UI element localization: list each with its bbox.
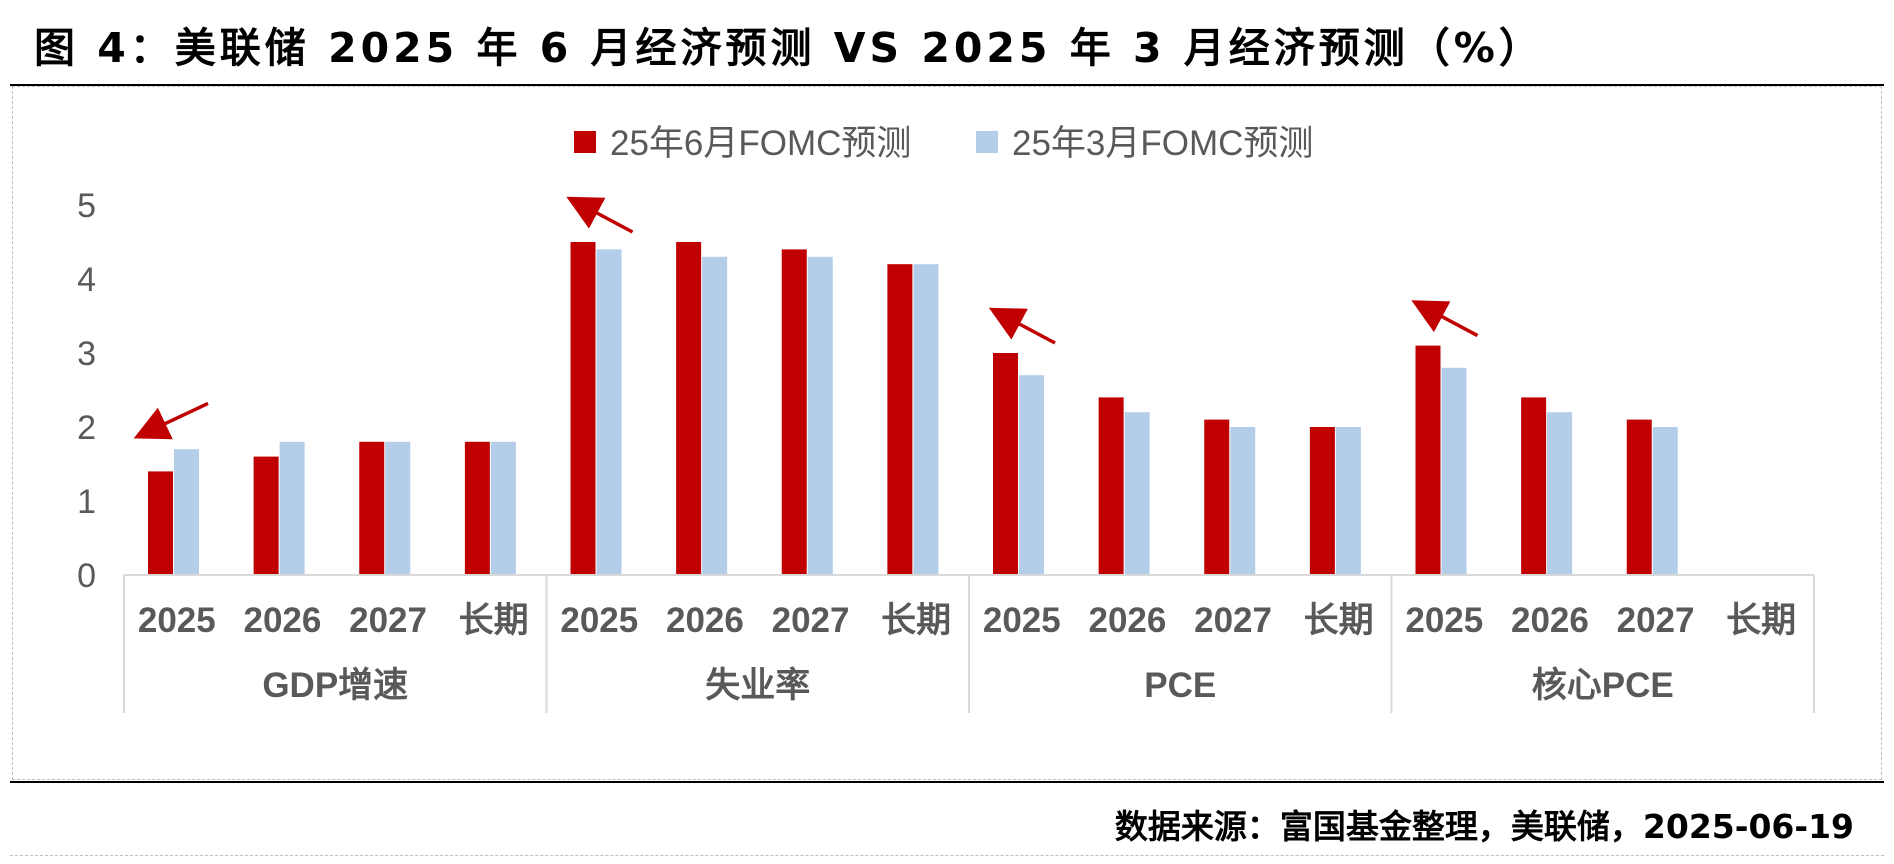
y-tick-label: 4: [77, 261, 96, 299]
bar-series1-6: [781, 249, 807, 575]
bar-series2-1: [279, 441, 305, 575]
x-tick-label: 2025: [560, 601, 638, 640]
bar-series2-6: [807, 256, 833, 575]
footer-rule: [10, 781, 1884, 783]
group-label: 核心PCE: [1532, 666, 1674, 705]
y-tick-label: 5: [77, 187, 96, 225]
bottom-border: [10, 855, 1884, 856]
bar-series1-8: [993, 353, 1018, 575]
legend-swatch-1: [574, 131, 596, 153]
bar-series2-3: [490, 441, 516, 575]
x-tick-label: 2027: [349, 601, 427, 640]
x-tick-label: 长期: [1304, 601, 1374, 640]
bar-series1-14: [1626, 419, 1652, 575]
bar-series2-10: [1230, 427, 1256, 575]
title-rule: [10, 84, 1884, 86]
group-label: PCE: [1144, 666, 1216, 705]
x-tick-label: 长期: [1726, 601, 1796, 640]
bar-series2-9: [1124, 412, 1150, 575]
bar-series1-10: [1204, 419, 1230, 575]
y-tick-label: 2: [77, 409, 96, 447]
source-note: 数据来源：富国基金整理，美联储，2025-06-19: [1114, 807, 1854, 846]
trend-arrow-1: [133, 401, 209, 440]
x-tick-label: 长期: [881, 601, 951, 640]
bar-series2-14: [1652, 427, 1678, 575]
x-tick-label: 2025: [138, 601, 216, 640]
legend: 25年6月FOMC预测 25年3月FOMC预测: [574, 124, 1313, 163]
bar-series2-8: [1019, 375, 1044, 575]
bar-series1-7: [887, 264, 913, 575]
bar-series2-5: [702, 256, 728, 575]
x-tick-label: 2025: [983, 601, 1061, 640]
bar-series1-2: [359, 441, 385, 575]
x-tick-label: 2026: [244, 601, 322, 640]
bar-series2-0: [174, 449, 199, 575]
x-tick-label: 2027: [1617, 601, 1695, 640]
x-tick-label: 2026: [1511, 601, 1589, 640]
bar-series2-13: [1547, 412, 1573, 575]
trend-arrow-2: [566, 196, 634, 234]
x-tick-label: 2025: [1405, 601, 1483, 640]
group-label: 失业率: [705, 666, 810, 705]
x-tick-label: 长期: [459, 601, 529, 640]
legend-swatch-2: [976, 131, 998, 153]
chart-area: [12, 86, 1882, 780]
bar-series2-7: [913, 264, 939, 575]
bar-series1-11: [1309, 427, 1335, 575]
y-tick-label: 0: [77, 557, 96, 595]
bar-series2-11: [1335, 427, 1361, 575]
trend-arrow-3: [988, 307, 1056, 345]
legend-label-1: 25年6月FOMC预测: [610, 124, 911, 163]
bar-series2-2: [385, 441, 411, 575]
annotations: [133, 196, 1479, 440]
bar-series1-9: [1098, 397, 1124, 575]
bar-series2-12: [1441, 367, 1467, 575]
legend-label-2: 25年3月FOMC预测: [1012, 124, 1313, 163]
bar-series1-0: [148, 471, 173, 575]
bars: [148, 242, 1678, 575]
bar-series1-1: [253, 456, 279, 575]
x-tick-label: 2026: [666, 601, 744, 640]
y-axis: 0 1 2 3 4 5: [77, 187, 96, 595]
x-tick-label: 2027: [772, 601, 850, 640]
bar-series1-3: [464, 441, 490, 575]
bar-series1-13: [1521, 397, 1547, 575]
y-tick-label: 3: [77, 335, 96, 373]
trend-arrow-4: [1411, 300, 1479, 338]
group-label: GDP增速: [262, 666, 408, 705]
bar-series1-4: [570, 242, 596, 575]
figure-title: 图 4：美联储 2025 年 6 月经济预测 VS 2025 年 3 月经济预测…: [34, 24, 1544, 72]
bar-series1-12: [1415, 345, 1441, 575]
x-tick-label: 2027: [1194, 601, 1272, 640]
bar-series1-5: [676, 242, 702, 575]
x-tick-label: 2026: [1089, 601, 1167, 640]
bar-series2-4: [596, 249, 622, 575]
y-tick-label: 1: [77, 483, 96, 521]
